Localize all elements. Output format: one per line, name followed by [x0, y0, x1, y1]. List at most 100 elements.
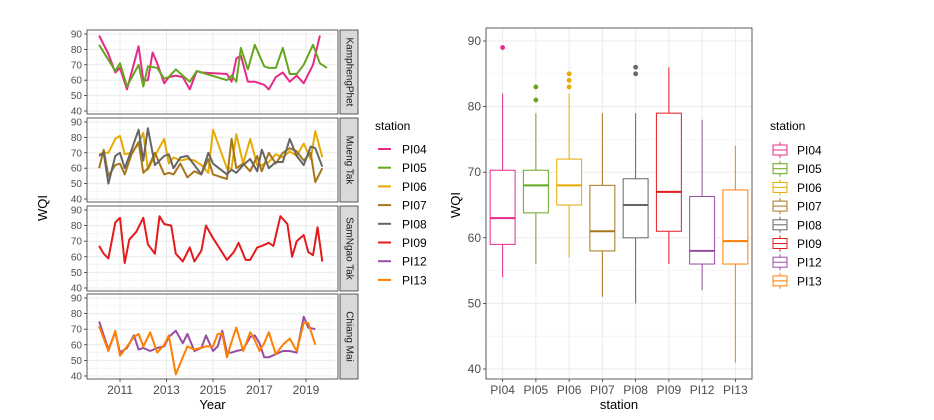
y-tick-label: 90 [71, 294, 83, 305]
legend-item-pi06: PI06 [772, 179, 822, 196]
panel-border [86, 293, 339, 380]
legend-label: PI07 [797, 200, 822, 214]
legend-item-pi05: PI05 [772, 160, 822, 177]
legend-title: station [770, 119, 805, 133]
y-tick-label: 80 [71, 221, 83, 232]
facet-strip [339, 293, 359, 380]
x-tick-label: PI12 [690, 383, 715, 397]
x-axis-title: station [600, 397, 638, 412]
legend-item-pi04: PI04 [772, 142, 822, 158]
box-pi04 [489, 45, 516, 278]
legend-item-pi08: PI08 [772, 216, 822, 233]
y-tick-label: 70 [71, 148, 83, 159]
x-axis-title: Year [199, 397, 226, 412]
outlier-point [566, 84, 572, 90]
facet-strip [339, 29, 359, 115]
legend-label: PI06 [797, 181, 822, 195]
x-tick-label: PI05 [524, 383, 549, 397]
x-tick-label: PI04 [490, 383, 515, 397]
facet-strip-label: Mueng Tak [343, 136, 354, 186]
outlier-point [566, 71, 572, 77]
box-iqr [489, 169, 516, 245]
y-tick-label: 60 [71, 76, 83, 87]
legend-title: station [375, 119, 410, 133]
legend-lines: station PI04 PI05 PI06 PI07 PI08 PI09 PI12 PI13 [375, 119, 427, 287]
legend-label: PI05 [797, 162, 822, 176]
y-tick-label: 50 [71, 179, 83, 190]
box-pi12 [689, 119, 716, 291]
box-iqr [556, 158, 583, 206]
box-iqr [722, 189, 749, 265]
outlier-point [633, 64, 639, 70]
series-line-pi09 [98, 215, 324, 264]
box-pi08 [622, 64, 649, 304]
legend-item-pi12: PI12 [378, 255, 427, 269]
box-pi13 [722, 145, 749, 363]
box-iqr [522, 169, 549, 214]
y-tick-label: 70 [71, 237, 83, 248]
panel-border [86, 117, 339, 203]
x-tick-label: 2017 [246, 383, 273, 397]
legend-item-pi13: PI13 [378, 273, 427, 287]
outlier-point [500, 45, 506, 50]
panel-border [86, 205, 339, 292]
y-tick-label: 90 [71, 206, 83, 217]
legend-item-pi09: PI09 [378, 236, 427, 250]
legend-item-pi12: PI12 [772, 254, 822, 271]
legend-label: PI13 [797, 274, 822, 288]
facet-panel-kamphengphet: 40 50 60 70 80 90 KamphengPhet [71, 29, 359, 118]
x-tick-label: PI07 [590, 383, 615, 397]
y-tick-label: 50 [71, 268, 83, 279]
legend-item-pi06: PI06 [378, 180, 427, 194]
y-tick-label: 90 [468, 34, 482, 48]
y-tick-label: 40 [71, 372, 83, 383]
box-pi05 [522, 84, 549, 265]
y-tick-label: 80 [468, 100, 482, 114]
legend-item-pi07: PI07 [772, 198, 822, 215]
outlier-point [633, 71, 639, 77]
box-iqr [655, 112, 682, 232]
x-tick-label: PI13 [723, 383, 748, 397]
facet-panel-samngao-tak: 40 50 60 70 80 90 SamNgao Tak [71, 205, 359, 295]
legend-label: PI08 [797, 218, 822, 232]
panel-border [485, 27, 753, 380]
y-axis-title: WQI [448, 192, 463, 218]
legend-label: PI09 [797, 237, 822, 251]
box-pi09 [655, 67, 682, 265]
legend-label: PI13 [402, 273, 427, 287]
y-tick-label: 60 [71, 340, 83, 351]
y-tick-label: 40 [71, 107, 83, 118]
faceted-line-chart: 40 50 60 70 80 90 KamphengPhet 40 50 60 70 80 90 Muen… [35, 29, 359, 412]
outlier-point [533, 84, 539, 90]
legend-label: PI04 [402, 143, 427, 157]
facet-panel-chiang-mai: 40 50 60 70 80 90 Chiang Mai [71, 293, 359, 383]
y-tick-label: 60 [71, 164, 83, 175]
y-tick-label: 80 [71, 45, 83, 56]
legend-label: PI12 [402, 255, 427, 269]
box-pi07 [589, 113, 616, 297]
series-line-pi13 [98, 322, 317, 376]
x-tick-label: PI09 [657, 383, 682, 397]
legend-label: PI04 [797, 144, 822, 158]
y-tick-label: 70 [468, 165, 482, 179]
y-tick-label: 40 [71, 195, 83, 206]
series-line-pi08 [98, 127, 324, 185]
x-tick-label: 2013 [153, 383, 180, 397]
x-tick-label: PI06 [557, 383, 582, 397]
legend-item-pi09: PI09 [772, 235, 822, 252]
y-tick-label: 60 [468, 231, 482, 245]
legend-label: PI06 [402, 180, 427, 194]
box-iqr [689, 195, 716, 265]
box-iqr [622, 178, 649, 239]
legend-item-pi05: PI05 [378, 161, 427, 175]
facet-strip-label: SamNgao Tak [343, 217, 354, 281]
box-pi06 [556, 71, 583, 258]
x-tick-label: PI08 [623, 383, 648, 397]
legend-label: PI09 [402, 236, 427, 250]
y-tick-label: 40 [468, 362, 482, 376]
series-line-pi05 [98, 43, 328, 88]
facet-strip-label: KamphengPhet [343, 38, 354, 107]
y-axis-title: WQI [35, 195, 50, 221]
y-tick-label: 50 [71, 356, 83, 367]
